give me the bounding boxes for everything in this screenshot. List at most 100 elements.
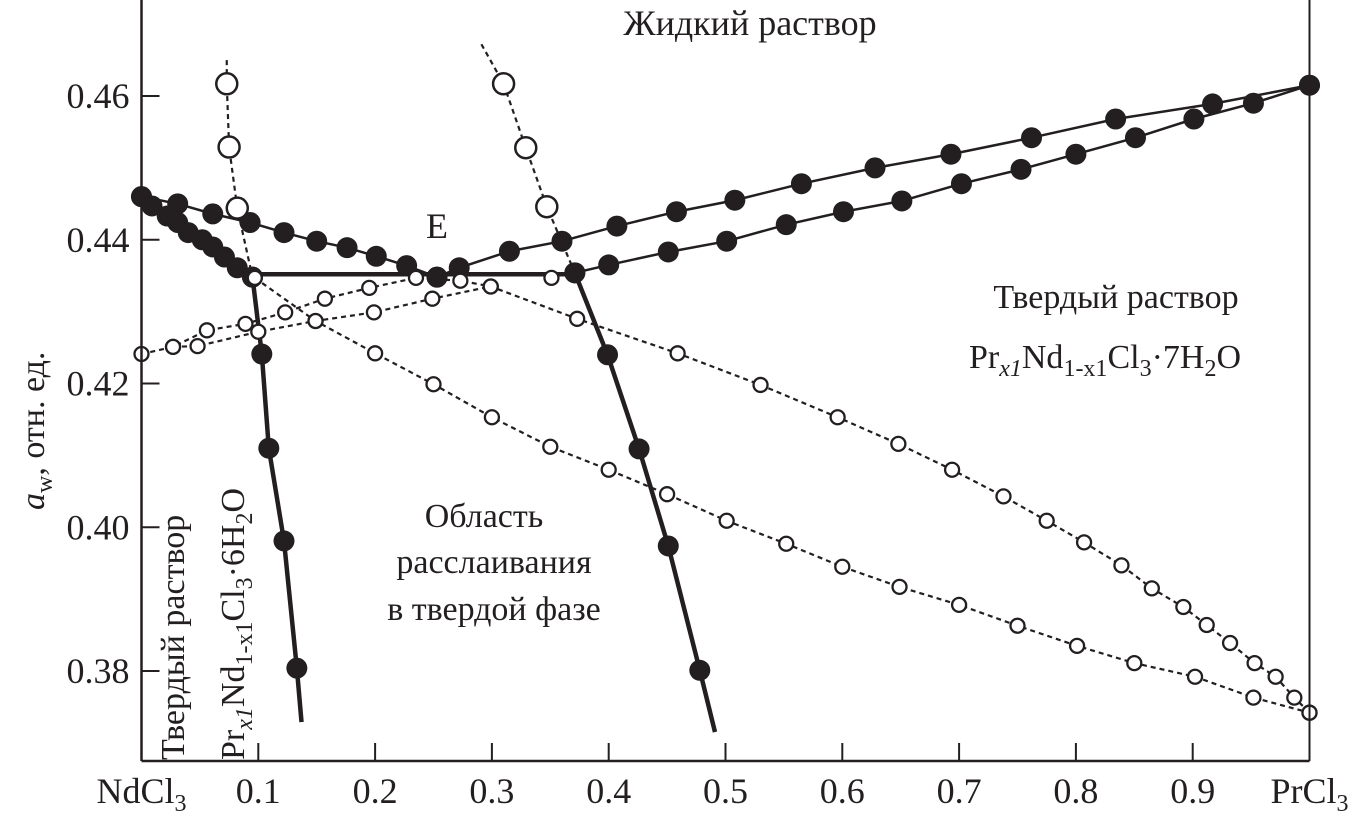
x-tick-label: 0.6 <box>820 771 865 811</box>
data-point <box>164 338 182 355</box>
f: 3 <box>1140 356 1152 382</box>
data-point <box>890 435 907 453</box>
data-point <box>498 240 520 262</box>
f: O <box>215 488 252 513</box>
f: Nd <box>1022 339 1064 376</box>
data-point <box>950 173 972 195</box>
data-point <box>202 203 224 225</box>
data-point <box>452 272 469 289</box>
data-point <box>1246 654 1263 672</box>
gap-label-2: расслаивания <box>396 544 592 581</box>
data-point <box>316 290 334 307</box>
data-point <box>658 486 676 503</box>
data-point <box>600 461 617 478</box>
x-tick-text: PrCl <box>1270 771 1336 811</box>
data-point <box>669 345 686 362</box>
data-point <box>718 512 735 529</box>
data-point <box>198 322 216 339</box>
data-point <box>606 215 628 237</box>
f: Pr <box>969 339 1000 376</box>
data-point <box>535 194 559 219</box>
series-7 <box>215 60 254 278</box>
data-point <box>1245 689 1262 706</box>
data-point <box>1065 143 1087 165</box>
data-point <box>891 190 913 212</box>
data-point <box>307 312 324 330</box>
x-tick-label: 0.5 <box>703 771 748 811</box>
data-point <box>1242 92 1264 114</box>
solid-7-formula: Prx1Nd1-x1Cl3·7H2O <box>969 339 1241 382</box>
x-tick-text: 0.1 <box>236 771 281 811</box>
x-tick-label: 0.3 <box>469 771 514 811</box>
f: 1-x1 <box>1063 356 1107 382</box>
x-tick-sub: 3 <box>1337 791 1349 817</box>
data-point <box>1198 616 1215 634</box>
f: O <box>1216 339 1241 376</box>
data-point <box>943 461 961 478</box>
plot-marks <box>131 43 1320 733</box>
series-line <box>225 60 254 278</box>
f: Cl <box>215 589 252 621</box>
data-point <box>1221 634 1239 652</box>
x-tick-text: 0.9 <box>1170 771 1215 811</box>
series-line <box>141 195 438 279</box>
data-point <box>597 344 619 366</box>
data-point <box>834 558 851 575</box>
data-point <box>273 530 295 552</box>
gap-label-1: Область <box>425 498 544 535</box>
data-point <box>1068 637 1086 654</box>
data-point <box>1267 668 1284 685</box>
solid-7-label: Твердый раствор <box>993 279 1238 316</box>
y-tick-label: 0.44 <box>67 220 130 260</box>
data-point <box>1126 654 1143 672</box>
data-point <box>1143 580 1160 597</box>
data-point <box>891 578 908 596</box>
series-8 <box>480 43 576 274</box>
solid-6-label: Твердый раствор <box>155 515 192 760</box>
x-tick-text: 0.6 <box>820 771 865 811</box>
data-point <box>250 323 267 340</box>
series-5 <box>241 266 308 723</box>
data-point <box>483 409 501 426</box>
data-point <box>239 212 261 233</box>
data-point <box>426 266 448 288</box>
data-point <box>1021 127 1043 149</box>
data-point <box>365 245 387 267</box>
x-tick-label: 0.8 <box>1053 771 1098 811</box>
data-point <box>775 214 797 236</box>
data-point <box>689 659 711 681</box>
series-line <box>141 276 1311 714</box>
data-point <box>226 257 248 279</box>
x-tick-label: 0.1 <box>236 771 281 811</box>
data-point <box>598 254 620 276</box>
series-line <box>572 271 718 733</box>
gap-label-3: в твердой фазе <box>387 591 601 628</box>
data-point <box>425 376 442 393</box>
data-point <box>424 290 441 307</box>
series-11 <box>246 269 1318 721</box>
data-point <box>366 345 384 362</box>
data-point <box>790 173 812 195</box>
y-tick-label: 0.46 <box>67 76 130 116</box>
x-tick-label: NdCl3 <box>96 771 186 817</box>
y-tick-label: 0.38 <box>67 651 130 691</box>
data-point <box>1105 108 1127 130</box>
x-tick-label: 0.7 <box>937 771 982 811</box>
f: Pr <box>215 729 252 760</box>
series-6 <box>564 262 718 733</box>
f: 2 <box>232 513 258 525</box>
data-point <box>1286 689 1303 706</box>
f: 1-x1 <box>232 622 258 666</box>
f: ·7H <box>1152 339 1205 376</box>
f: x1 <box>998 356 1022 382</box>
x-tick-sub: 3 <box>175 791 187 817</box>
data-point <box>995 488 1012 505</box>
series-12 <box>543 269 560 286</box>
data-point <box>491 72 516 96</box>
x-tick-label: 0.2 <box>353 771 398 811</box>
data-point <box>940 143 962 165</box>
data-point <box>752 376 769 394</box>
data-point <box>273 222 295 244</box>
series-2 <box>426 74 1320 288</box>
